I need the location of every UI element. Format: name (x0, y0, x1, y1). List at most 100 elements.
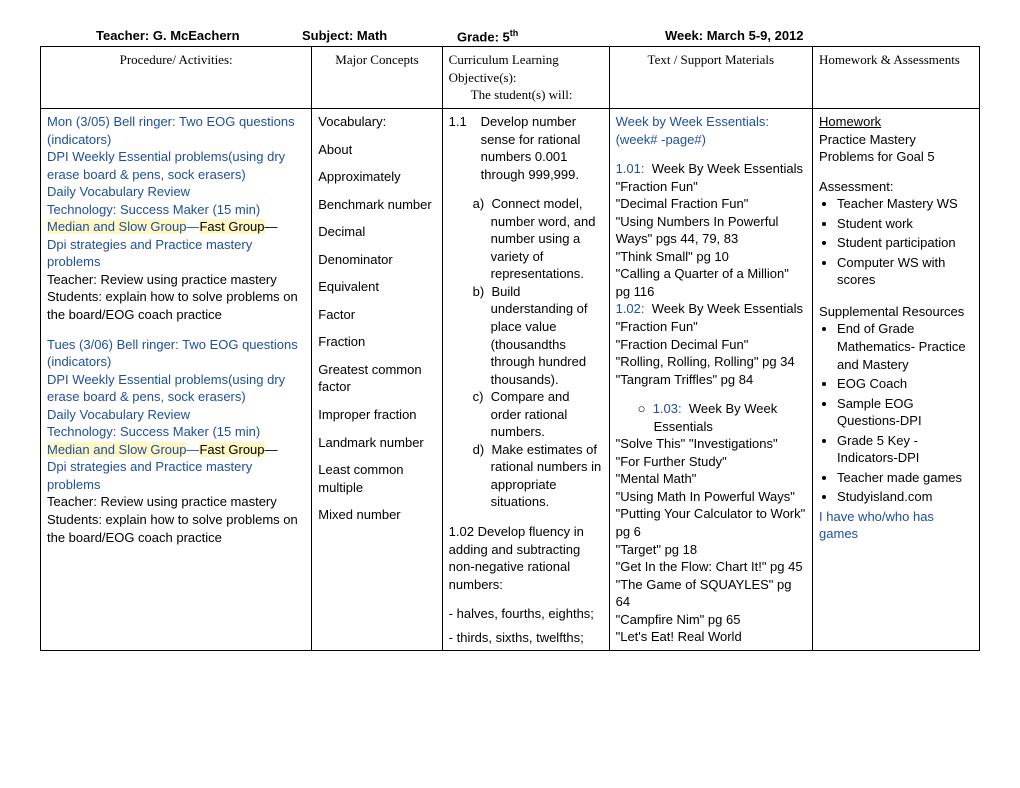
s101-title: Week By Week Essentials (652, 161, 803, 176)
material-line: "Using Numbers In Powerful Ways" pgs 44,… (616, 213, 806, 248)
median-slow-group-2: Median and Slow Group (47, 442, 186, 457)
obj-d-lbl: d) (473, 442, 485, 457)
teacher-label: Teacher: (96, 28, 149, 43)
technology-line: Technology: Success Maker (15 min) (47, 201, 305, 219)
s102-lines: "Fraction Fun""Fraction Decimal Fun""Rol… (616, 318, 806, 388)
tues-bell-ringer: Tues (3/06) Bell ringer: Two EOG questio… (47, 336, 305, 371)
vocab-term: Landmark number (318, 434, 435, 452)
grade-field: Grade: 5th (457, 28, 665, 44)
col-homework: Homework & Assessments (813, 47, 980, 109)
dash2: — (265, 219, 278, 234)
homework-head: Homework (819, 113, 973, 131)
teacher-review: Teacher: Review using practice mastery (47, 271, 305, 289)
list-item: EOG Coach (837, 375, 973, 393)
obj-c-lbl: c) (473, 389, 484, 404)
material-line: "Fraction Fun" (616, 178, 806, 196)
section-1-02: 1.02: Week By Week Essentials (616, 300, 806, 318)
concepts-cell: Vocabulary: About Approximately Benchmark … (312, 108, 442, 650)
obj-b-text: Build understanding of place value (thou… (491, 284, 588, 387)
obj-d-text: Make estimates of rational numbers in ap… (491, 442, 602, 510)
material-line: "Solve This" "Investigations" (616, 435, 806, 453)
s103-lines: "Solve This" "Investigations""For Furthe… (616, 435, 806, 646)
objective-1-1: 1.1 Develop number sense for rational nu… (449, 113, 603, 183)
col-objectives: Curriculum Learning Objective(s): The st… (442, 47, 609, 109)
obj-b-lbl: b) (473, 284, 485, 299)
homework-line: Practice Mastery Problems for Goal 5 (819, 131, 973, 166)
obj-halves: - halves, fourths, eighths; (449, 605, 603, 623)
list-item: Studyisland.com (837, 488, 973, 506)
materials-head1: Week by Week Essentials: (616, 113, 806, 131)
material-line: "Using Math In Powerful Ways" (616, 488, 806, 506)
dpi-weekly-2: DPI Weekly Essential problems(using dry … (47, 371, 305, 406)
list-item: Sample EOG Questions-DPI (837, 395, 973, 430)
content-row: Mon (3/05) Bell ringer: Two EOG question… (41, 108, 980, 650)
objectives-cell: 1.1 Develop number sense for rational nu… (442, 108, 609, 650)
col-procedures: Procedure/ Activities: (41, 47, 312, 109)
vocab-term: Decimal (318, 223, 435, 241)
material-line: "Let's Eat! Real World (616, 628, 806, 646)
objective-1-02: 1.02 Develop fluency in adding and subtr… (449, 523, 603, 593)
vocab-term: Denominator (318, 251, 435, 269)
obj-d: d) Make estimates of rational numbers in… (449, 441, 603, 511)
dash4: — (265, 442, 278, 457)
material-line: "Fraction Decimal Fun" (616, 336, 806, 354)
grade-label: Grade: (457, 29, 499, 44)
lesson-plan-header: Teacher: G. McEachern Subject: Math Grad… (40, 28, 980, 46)
material-line: "Get In the Flow: Chart It!" pg 45 (616, 558, 806, 576)
vocab-term: Factor (318, 306, 435, 324)
col-concepts: Major Concepts (312, 47, 442, 109)
dpi-strategies-2: Dpi strategies and Practice mastery prob… (47, 458, 305, 493)
s103-lbl: 1.03: (653, 401, 682, 416)
material-line: "For Further Study" (616, 453, 806, 471)
teacher-review-2: Teacher: Review using practice mastery (47, 493, 305, 511)
assessment-list: Teacher Mastery WSStudent workStudent pa… (837, 195, 973, 289)
col-objectives-line1: Curriculum Learning Objective(s): (449, 52, 559, 85)
s101-lines: "Fraction Fun""Decimal Fraction Fun""Usi… (616, 178, 806, 301)
material-line: "Rolling, Rolling, Rolling" pg 34 (616, 353, 806, 371)
material-line: "Mental Math" (616, 470, 806, 488)
grade-value: 5 (503, 29, 510, 44)
vocab-term: Equivalent (318, 278, 435, 296)
dash3: — (186, 442, 199, 457)
obj-text: Develop number sense for rational number… (481, 113, 603, 183)
median-slow-group: Median and Slow Group (47, 219, 186, 234)
material-line: "Calling a Quarter of a Million" pg 116 (616, 265, 806, 300)
dash: — (186, 219, 199, 234)
obj-c: c) Compare and order rational numbers. (449, 388, 603, 441)
list-item: Teacher Mastery WS (837, 195, 973, 213)
group-line: Median and Slow Group—Fast Group— (47, 218, 305, 236)
vocab-term: Fraction (318, 333, 435, 351)
materials-head2: (week# -page#) (616, 131, 806, 149)
vocab-term: Improper fraction (318, 406, 435, 424)
s102-lbl: 1.02: (616, 301, 645, 316)
material-line: "Putting Your Calculator to Work" pg 6 (616, 505, 806, 540)
supplemental-head: Supplemental Resources (819, 303, 973, 321)
col-objectives-line2: The student(s) will: (449, 87, 573, 102)
obj-num: 1.1 (449, 113, 481, 183)
mon-bell-ringer: Mon (3/05) Bell ringer: Two EOG question… (47, 113, 305, 148)
students-explain: Students: explain how to solve problems … (47, 288, 305, 323)
section-1-01: 1.01: Week By Week Essentials (616, 160, 806, 178)
material-line: "Campfire Nim" pg 65 (616, 611, 806, 629)
technology-line-2: Technology: Success Maker (15 min) (47, 423, 305, 441)
vocab-term: Approximately (318, 168, 435, 186)
material-line: "The Game of SQUAYLES" pg 64 (616, 576, 806, 611)
subject-value: Math (357, 28, 387, 43)
list-item: Computer WS with scores (837, 254, 973, 289)
s101-lbl: 1.01: (616, 161, 645, 176)
vocab-term: Benchmark number (318, 196, 435, 214)
vocab-term: Mixed number (318, 506, 435, 524)
vocab-term: About (318, 141, 435, 159)
list-item: Student participation (837, 234, 973, 252)
obj-thirds: - thirds, sixths, twelfths; (449, 629, 603, 647)
week-label: Week: (665, 28, 703, 43)
dpi-weekly: DPI Weekly Essential problems(using dry … (47, 148, 305, 183)
obj-a-text: Connect model, number word, and number u… (491, 196, 596, 281)
supplemental-list: End of Grade Mathematics- Practice and M… (837, 320, 973, 505)
vocab-head: Vocabulary: (318, 113, 435, 131)
homework-cell: Homework Practice Mastery Problems for G… (813, 108, 980, 650)
header-row: Procedure/ Activities: Major Concepts Cu… (41, 47, 980, 109)
list-item: Grade 5 Key -Indicators-DPI (837, 432, 973, 467)
obj-a-lbl: a) (473, 196, 485, 211)
list-item: Teacher made games (837, 469, 973, 487)
